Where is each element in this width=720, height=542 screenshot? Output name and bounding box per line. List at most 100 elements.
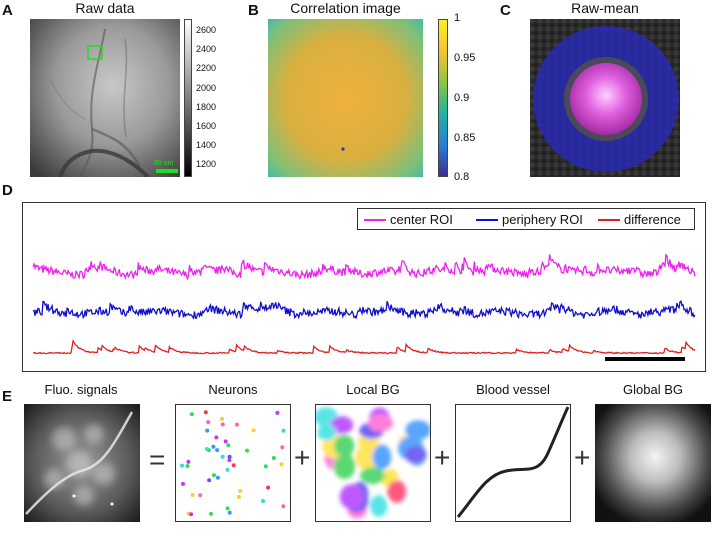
neuron-dot: [236, 495, 241, 499]
neuron-dot: [238, 489, 243, 493]
neuron-dot: [220, 416, 224, 421]
blood-vessel-image: [455, 404, 571, 522]
caption-global-bg: Global BG: [623, 382, 683, 397]
equals-sign: =: [149, 444, 166, 475]
corr-colorbar-ticks: 1 0.95 0.9 0.85 0.8: [454, 12, 484, 183]
panel-label-e: E: [2, 388, 13, 405]
neuron-dot: [279, 462, 284, 467]
neuron-dot: [215, 448, 220, 453]
periphery-roi-trace: [32, 300, 696, 320]
neuron-dot: [280, 445, 285, 450]
neuron-dot: [211, 444, 216, 449]
legend-swatch-difference: [598, 219, 620, 221]
neuron-dot: [263, 464, 268, 469]
neuron-dot: [212, 473, 216, 478]
raw-mean-title: Raw-mean: [571, 0, 639, 16]
local-bg-blob: [339, 484, 364, 510]
local-bg-blob: [405, 420, 430, 440]
local-bg-blob: [334, 434, 355, 458]
raw-colorbar: [184, 19, 192, 177]
correlation-image: [268, 19, 423, 177]
traces-panel: center ROI periphery ROI difference: [22, 202, 706, 372]
raw-tick: 1400: [196, 140, 217, 150]
raw-tick: 2400: [196, 44, 217, 54]
neuron-dot: [186, 459, 191, 464]
neuron-dot: [205, 428, 210, 433]
neuron-dot: [215, 475, 220, 480]
neuron-dot: [226, 443, 231, 448]
raw-tick: 2200: [196, 63, 217, 73]
corr-colorbar: [438, 19, 448, 177]
neuron-dot: [189, 512, 194, 517]
raw-data-image: [30, 19, 180, 177]
neuron-dot: [204, 447, 209, 451]
neuron-dot: [180, 463, 184, 468]
legend: center ROI periphery ROI difference: [357, 208, 695, 230]
neuron-dot: [231, 463, 236, 468]
neuron-dot: [214, 435, 219, 440]
local-bg-blob: [387, 480, 407, 503]
neuron-dot: [198, 493, 203, 498]
neuron-dot: [190, 493, 195, 497]
local-bg-blob: [372, 444, 392, 470]
raw-tick: 2000: [196, 83, 217, 93]
raw-data-title: Raw data: [75, 0, 135, 16]
local-bg-blob: [355, 444, 380, 471]
neuron-dot: [227, 454, 232, 459]
corr-tick: 0.95: [454, 52, 476, 64]
neuron-dot: [275, 410, 280, 415]
neuron-dot: [235, 422, 239, 427]
neuron-dot: [203, 410, 208, 415]
caption-blood-vessel: Blood vessel: [476, 382, 550, 397]
raw-tick: 1200: [196, 159, 217, 169]
neuron-dot: [281, 428, 286, 433]
neuron-dot: [281, 504, 286, 509]
neuron-dot: [225, 467, 230, 472]
local-bg-blob: [368, 413, 394, 432]
legend-label-difference: difference: [624, 212, 681, 227]
scalebar-label: 80 um: [154, 160, 174, 167]
neuron-dot: [227, 510, 232, 515]
neuron-dot: [181, 481, 185, 486]
neuron-dot: [206, 420, 211, 425]
legend-label-periphery: periphery ROI: [502, 212, 583, 227]
global-bg-image: [595, 404, 711, 522]
corr-tick: 0.8: [454, 171, 470, 183]
panel-label-c: C: [500, 2, 511, 19]
time-scalebar: [605, 357, 685, 361]
corr-tick: 1: [454, 12, 461, 24]
neurons-image: [175, 404, 291, 522]
neuron-dot: [266, 485, 271, 490]
neuron-dot: [261, 499, 265, 503]
center-roi-trace: [32, 253, 696, 281]
neuron-dot: [220, 422, 225, 427]
local-bg-image: [315, 404, 431, 522]
plus-sign: +: [434, 442, 451, 473]
raw-tick: 2600: [196, 25, 217, 35]
caption-fluo-signals: Fluo. signals: [44, 382, 118, 397]
raw-tick: 1600: [196, 121, 217, 131]
correlation-title: Correlation image: [290, 0, 401, 16]
local-bg-blob: [404, 445, 427, 464]
caption-local-bg: Local BG: [346, 382, 400, 397]
neuron-dot: [209, 511, 213, 516]
panel-label-d: D: [2, 182, 13, 199]
neuron-dot: [227, 458, 232, 463]
neuron-dot: [225, 506, 230, 511]
legend-swatch-center: [364, 219, 386, 221]
local-bg-blob: [360, 467, 385, 485]
fluo-signals-image: [24, 404, 140, 522]
caption-neurons: Neurons: [208, 382, 258, 397]
plus-sign: +: [294, 442, 311, 473]
neuron-dot: [207, 478, 212, 483]
raw-tick: 1800: [196, 102, 217, 112]
local-bg-blob: [317, 424, 337, 441]
panel-label-a: A: [2, 2, 13, 19]
corr-tick: 0.9: [454, 92, 470, 104]
neuron-dot: [223, 439, 228, 444]
plus-sign: +: [574, 442, 591, 473]
legend-label-center: center ROI: [390, 212, 453, 227]
neuron-dot: [220, 454, 225, 459]
neuron-dot: [189, 412, 194, 417]
legend-swatch-periphery: [476, 219, 498, 221]
